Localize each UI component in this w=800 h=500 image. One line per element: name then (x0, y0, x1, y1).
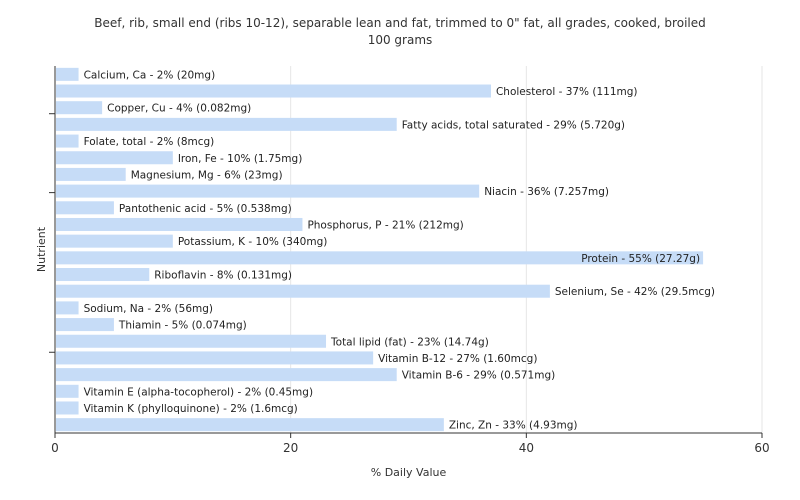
y-axis-title: Nutrient (35, 226, 48, 272)
bar-label: Magnesium, Mg - 6% (23mg) (131, 169, 283, 181)
bar (56, 84, 491, 98)
bar-label: Sodium, Na - 2% (56mg) (84, 303, 213, 315)
bar (56, 368, 397, 382)
bar (56, 117, 397, 131)
bar-label: Calcium, Ca - 2% (20mg) (84, 69, 216, 81)
bar (56, 334, 327, 348)
bar-layer (56, 67, 704, 432)
x-tick-label: 0 (51, 441, 59, 455)
bar (56, 351, 374, 365)
bar-label: Selenium, Se - 42% (29.5mcg) (555, 286, 715, 298)
bar (56, 134, 79, 148)
bar (56, 201, 114, 215)
bar-label: Vitamin B-12 - 27% (1.60mcg) (378, 353, 537, 365)
x-tick-label: 40 (519, 441, 534, 455)
bar-label: Potassium, K - 10% (340mg) (178, 236, 328, 248)
bar-label: Cholesterol - 37% (111mg) (496, 86, 638, 98)
x-tick-label: 20 (283, 441, 298, 455)
bar (56, 234, 173, 248)
bar (56, 217, 303, 231)
bar (56, 318, 114, 332)
bar-label: Zinc, Zn - 33% (4.93mg) (449, 420, 578, 432)
bar (56, 268, 150, 282)
bar-label: Vitamin B-6 - 29% (0.571mg) (402, 370, 556, 382)
bar (56, 418, 444, 432)
bar-label: Folate, total - 2% (8mcg) (84, 136, 215, 148)
bar-label: Niacin - 36% (7.257mg) (484, 186, 609, 198)
x-axis-title: % Daily Value (371, 466, 447, 479)
bar-label: Phosphorus, P - 21% (212mg) (307, 219, 463, 231)
chart-title: Beef, rib, small end (ribs 10-12), separ… (94, 16, 706, 30)
bar (56, 251, 704, 265)
bar-label: Copper, Cu - 4% (0.082mg) (107, 103, 251, 115)
label-layer: Calcium, Ca - 2% (20mg) Cholesterol - 37%… (84, 69, 715, 431)
bar-label: Total lipid (fat) - 23% (14.74g) (330, 336, 489, 348)
bar (56, 401, 79, 415)
bar (56, 67, 79, 81)
bar-label: Riboflavin - 8% (0.131mg) (154, 270, 292, 282)
bar-label: Vitamin K (phylloquinone) - 2% (1.6mcg) (84, 403, 298, 415)
axis-layer: 0 20 40 60 (49, 66, 770, 455)
bar-label: Vitamin E (alpha-tocopherol) - 2% (0.45m… (84, 386, 313, 398)
bar-label: Protein - 55% (27.27g) (581, 253, 700, 265)
x-tick-label: 60 (754, 441, 769, 455)
bar-label: Iron, Fe - 10% (1.75mg) (178, 153, 302, 165)
bar (56, 101, 103, 115)
bar (56, 184, 480, 198)
bar (56, 151, 173, 165)
bar (56, 384, 79, 398)
bar (56, 284, 550, 298)
bar (56, 301, 79, 315)
bar (56, 167, 126, 181)
bar-label: Fatty acids, total saturated - 29% (5.72… (402, 119, 625, 131)
bar-label: Pantothenic acid - 5% (0.538mg) (119, 203, 292, 215)
chart-subtitle: 100 grams (367, 33, 433, 47)
bar-label: Thiamin - 5% (0.074mg) (118, 320, 247, 332)
